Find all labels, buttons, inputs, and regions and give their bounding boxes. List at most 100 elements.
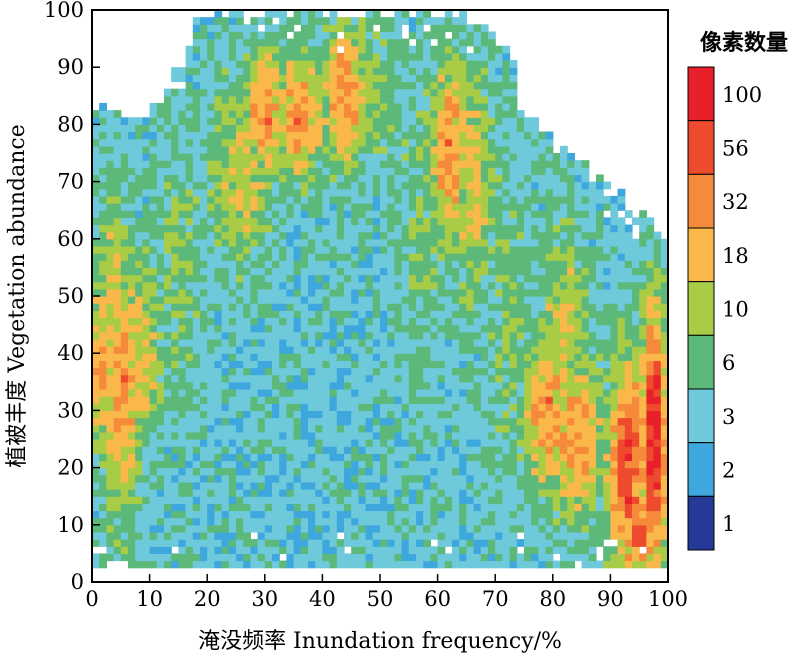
- heatmap-cell: [92, 181, 100, 190]
- heatmap-cell: [488, 539, 496, 547]
- heatmap-cell: [113, 467, 122, 476]
- heatmap-cell: [488, 231, 496, 240]
- heatmap-cell: [387, 38, 395, 47]
- heatmap-cell: [336, 338, 345, 347]
- heatmap-cell: [99, 388, 107, 397]
- heatmap-cell: [192, 160, 201, 168]
- heatmap-cell: [358, 481, 367, 490]
- heatmap-cell: [408, 453, 417, 462]
- heatmap-cell: [185, 203, 194, 211]
- heatmap-cell: [207, 210, 215, 218]
- heatmap-cell: [545, 510, 554, 519]
- heatmap-cell: [322, 160, 331, 168]
- heatmap-cell: [128, 181, 136, 190]
- heatmap-cell: [272, 102, 280, 111]
- heatmap-cell: [538, 431, 547, 440]
- heatmap-cell: [444, 403, 453, 411]
- heatmap-cell: [574, 267, 583, 276]
- heatmap-cell: [509, 467, 518, 476]
- heatmap-cell: [336, 210, 345, 218]
- heatmap-cell: [214, 203, 223, 211]
- heatmap-cell: [272, 510, 280, 519]
- heatmap-cell: [264, 52, 273, 61]
- heatmap-cell: [502, 388, 511, 397]
- heatmap-cell: [459, 489, 467, 497]
- heatmap-cell: [437, 38, 446, 47]
- heatmap-cell: [344, 281, 352, 290]
- heatmap-cell: [257, 381, 266, 390]
- heatmap-cell: [480, 310, 489, 319]
- heatmap-cell: [171, 531, 179, 540]
- heatmap-cell: [473, 160, 482, 168]
- heatmap-cell: [113, 260, 122, 268]
- heatmap-cells: [92, 10, 668, 569]
- heatmap-cell: [228, 553, 237, 562]
- heatmap-cell: [380, 439, 388, 447]
- heatmap-cell: [207, 531, 215, 540]
- heatmap-cell: [524, 224, 532, 233]
- heatmap-cell: [99, 424, 107, 433]
- heatmap-cell: [272, 396, 280, 404]
- heatmap-cell: [365, 453, 374, 462]
- heatmap-cell: [358, 210, 367, 218]
- heatmap-cell: [502, 60, 511, 68]
- heatmap-cell: [336, 138, 345, 147]
- heatmap-cell: [128, 410, 136, 419]
- heatmap-cell: [423, 138, 431, 147]
- heatmap-cell: [538, 467, 547, 476]
- heatmap-cell: [236, 210, 244, 218]
- heatmap-cell: [336, 360, 345, 369]
- heatmap-cell: [394, 503, 403, 512]
- heatmap-cell: [185, 231, 194, 240]
- heatmap-cell: [408, 517, 417, 526]
- heatmap-cell: [524, 553, 532, 562]
- heatmap-cell: [516, 496, 525, 504]
- heatmap-cell: [430, 245, 439, 254]
- heatmap-cell: [437, 74, 446, 83]
- heatmap-cell: [236, 267, 244, 276]
- heatmap-cell: [250, 496, 259, 504]
- heatmap-cell: [106, 460, 115, 469]
- heatmap-cell: [329, 117, 338, 125]
- heatmap-cell: [466, 217, 475, 226]
- heatmap-cell: [113, 217, 122, 226]
- heatmap-cell: [473, 317, 482, 326]
- heatmap-cell: [495, 210, 503, 218]
- heatmap-cell: [538, 153, 547, 161]
- heatmap-cell: [142, 324, 151, 333]
- heatmap-cell: [221, 439, 230, 447]
- heatmap-cell: [250, 81, 259, 90]
- heatmap-cell: [401, 517, 410, 526]
- heatmap-cell: [444, 396, 453, 404]
- heatmap-cell: [538, 524, 547, 533]
- heatmap-cell: [387, 439, 395, 447]
- heatmap-cell: [437, 439, 446, 447]
- heatmap-cell: [509, 496, 518, 504]
- heatmap-cell: [495, 381, 503, 390]
- heatmap-cell: [344, 231, 352, 240]
- heatmap-cell: [322, 95, 331, 104]
- heatmap-cell: [336, 367, 345, 376]
- heatmap-cell: [308, 474, 316, 483]
- heatmap-cell: [164, 138, 172, 147]
- heatmap-cell: [401, 281, 410, 290]
- heatmap-cell: [264, 10, 273, 18]
- heatmap-cell: [164, 102, 172, 111]
- heatmap-cell: [106, 188, 115, 197]
- heatmap-cell: [185, 210, 194, 218]
- heatmap-cell: [394, 74, 403, 83]
- heatmap-cell: [264, 174, 273, 183]
- heatmap-cell: [524, 210, 532, 218]
- heatmap-cell: [394, 224, 403, 233]
- heatmap-cell: [567, 203, 575, 211]
- heatmap-cell: [344, 102, 352, 111]
- heatmap-cell: [401, 167, 410, 176]
- heatmap-cell: [264, 481, 273, 490]
- heatmap-cell: [185, 324, 194, 333]
- heatmap-cell: [156, 503, 165, 512]
- heatmap-cell: [308, 253, 316, 261]
- heatmap-cell: [452, 188, 460, 197]
- heatmap-cell: [322, 88, 331, 97]
- heatmap-cell: [286, 474, 295, 483]
- heatmap-cell: [221, 95, 230, 104]
